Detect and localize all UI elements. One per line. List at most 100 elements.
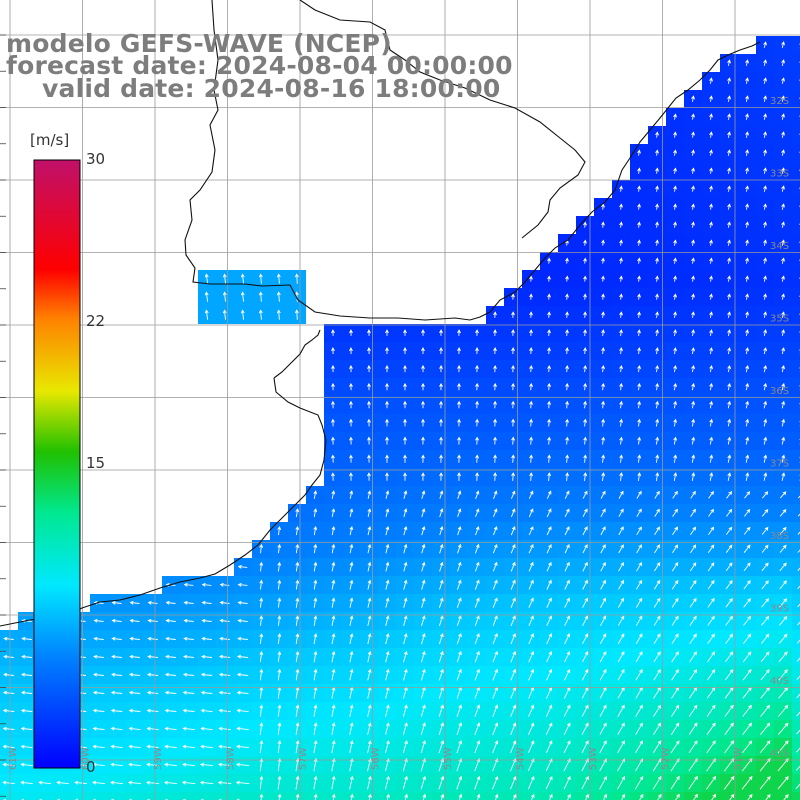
wind-arrow bbox=[565, 293, 569, 300]
wind-arrow bbox=[277, 722, 282, 735]
wind-arrow bbox=[295, 775, 300, 790]
wind-arrow bbox=[147, 600, 158, 605]
wind-arrow bbox=[276, 291, 281, 302]
wind-arrow bbox=[200, 672, 213, 677]
wind-arrow bbox=[745, 221, 749, 228]
wind-arrow bbox=[745, 418, 750, 427]
wind-arrow bbox=[331, 543, 336, 554]
wind-arrow bbox=[259, 615, 264, 626]
wind-arrow bbox=[277, 561, 282, 572]
wind-arrow bbox=[528, 704, 535, 717]
wind-arrow bbox=[727, 239, 731, 246]
wind-arrow bbox=[796, 711, 800, 717]
wind-arrow bbox=[565, 400, 570, 409]
wind-arrow bbox=[779, 508, 787, 517]
wind-arrow bbox=[295, 722, 300, 735]
wind-arrow bbox=[475, 347, 479, 355]
wind-arrow bbox=[385, 668, 390, 681]
wind-arrow bbox=[92, 744, 105, 749]
wind-arrow bbox=[367, 329, 371, 336]
wind-arrow bbox=[163, 780, 178, 785]
wind-cell bbox=[792, 756, 800, 774]
wind-arrow bbox=[236, 744, 250, 749]
wind-arrow bbox=[691, 436, 696, 445]
wind-arrow bbox=[599, 722, 607, 735]
wind-arrow bbox=[744, 491, 751, 499]
wind-cell bbox=[792, 324, 800, 342]
wind-arrow bbox=[745, 364, 750, 373]
wind-arrow bbox=[796, 639, 800, 644]
wind-arrow bbox=[761, 526, 769, 535]
wind-arrow bbox=[110, 690, 123, 695]
wind-cell bbox=[720, 792, 738, 800]
wind-arrow bbox=[492, 543, 498, 554]
wind-arrow bbox=[438, 615, 444, 627]
wind-cell bbox=[792, 666, 800, 684]
wind-arrow bbox=[384, 740, 390, 754]
wind-arrow bbox=[745, 59, 749, 66]
wind-arrow bbox=[20, 762, 33, 767]
wind-arrow bbox=[673, 454, 678, 463]
wind-arrow bbox=[583, 311, 587, 318]
wind-arrow bbox=[510, 722, 517, 735]
wind-arrow bbox=[727, 257, 731, 264]
wind-arrow bbox=[725, 633, 734, 644]
wind-arrow bbox=[637, 454, 642, 463]
wind-arrow bbox=[582, 508, 588, 518]
wind-arrow bbox=[618, 597, 625, 608]
wind-arrow bbox=[403, 526, 408, 536]
wind-arrow bbox=[21, 672, 33, 677]
wind-cell bbox=[468, 792, 486, 800]
wind-arrow bbox=[797, 567, 800, 571]
wind-arrow bbox=[763, 311, 767, 318]
wind-arrow bbox=[367, 490, 372, 499]
wind-arrow bbox=[706, 704, 716, 717]
wind-arrow bbox=[457, 508, 462, 518]
wind-arrow bbox=[474, 579, 480, 590]
wind-arrow bbox=[600, 579, 606, 590]
wind-arrow bbox=[745, 149, 749, 156]
wind-arrow bbox=[796, 657, 800, 662]
wind-arrow bbox=[743, 615, 752, 626]
wind-arrow bbox=[637, 221, 641, 228]
wind-arrow bbox=[709, 382, 714, 391]
wind-arrow bbox=[529, 472, 534, 481]
wind-arrow bbox=[599, 651, 607, 663]
wind-arrow bbox=[183, 582, 194, 587]
wind-arrow bbox=[781, 382, 786, 391]
wind-arrow bbox=[313, 722, 318, 735]
wind-arrow bbox=[237, 564, 248, 569]
wind-arrow bbox=[183, 636, 194, 641]
wind-arrow bbox=[688, 704, 698, 717]
wind-arrow bbox=[236, 672, 249, 677]
wind-arrow bbox=[619, 293, 623, 300]
wind-arrow bbox=[529, 418, 534, 427]
wind-arrow bbox=[331, 418, 335, 427]
wind-arrow bbox=[619, 347, 623, 355]
wind-arrow bbox=[691, 311, 695, 318]
wind-arrow bbox=[708, 526, 715, 535]
wind-arrow bbox=[707, 562, 715, 572]
wind-arrow bbox=[493, 347, 497, 355]
wind-arrow bbox=[619, 275, 623, 282]
wind-arrow bbox=[583, 275, 587, 282]
wind-arrow bbox=[546, 526, 552, 536]
wind-arrow bbox=[763, 382, 768, 391]
wind-arrow bbox=[564, 490, 570, 499]
wind-arrow bbox=[403, 329, 407, 336]
wind-arrow bbox=[200, 744, 213, 749]
wind-arrow bbox=[164, 672, 177, 677]
wind-cell bbox=[612, 792, 630, 800]
wind-arrow bbox=[601, 418, 606, 427]
wind-arrow bbox=[403, 632, 408, 645]
wind-arrow bbox=[727, 77, 731, 84]
wind-arrow bbox=[763, 221, 767, 228]
wind-arrow bbox=[745, 275, 749, 282]
wind-arrow bbox=[797, 621, 800, 626]
wind-arrow bbox=[313, 508, 318, 517]
wind-arrow bbox=[367, 633, 372, 645]
wind-arrow bbox=[743, 544, 751, 553]
wind-cell bbox=[792, 162, 800, 180]
wind-arrow bbox=[528, 561, 534, 572]
wind-arrow bbox=[689, 562, 697, 572]
